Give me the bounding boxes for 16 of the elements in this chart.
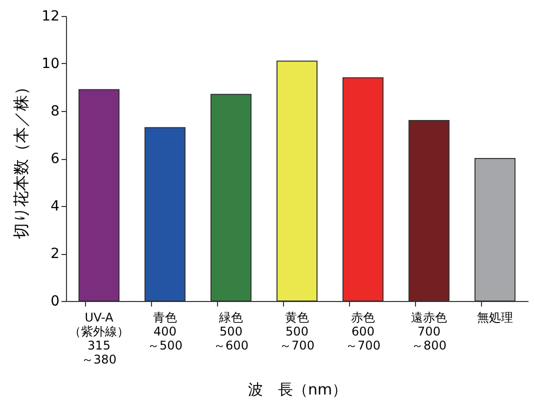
y-tick-label: 0 xyxy=(50,294,60,310)
x-tick-label: UV-A （紫外線） 315 ～380 xyxy=(69,310,129,366)
x-tick-label: 遠赤色 700 ～800 xyxy=(411,310,447,352)
y-axis-title: 切り花本数（本／株） xyxy=(12,79,31,239)
x-tick-label: 緑色 500 ～600 xyxy=(214,310,248,352)
x-tick-label: 青色 400 ～500 xyxy=(148,310,182,352)
x-tick-label: 黄色 500 ～700 xyxy=(280,310,314,352)
y-tick-label: 4 xyxy=(50,198,60,214)
y-tick-label: 10 xyxy=(42,56,60,72)
y-tick-label: 8 xyxy=(50,104,60,120)
x-axis-title: 波 長（nm） xyxy=(248,380,348,398)
x-tick-label: 無処理 xyxy=(477,310,513,324)
x-tick-label: 赤色 600 ～700 xyxy=(346,310,380,352)
y-tick-label: 2 xyxy=(50,246,60,262)
y-tick-label: 12 xyxy=(42,8,60,24)
y-tick-label: 6 xyxy=(50,151,60,167)
